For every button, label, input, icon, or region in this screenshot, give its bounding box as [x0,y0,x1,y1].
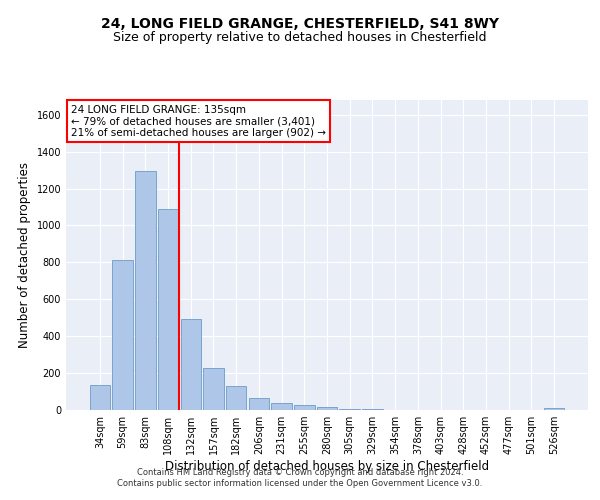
Bar [544,408,564,410]
Bar [135,171,155,410]
Bar [158,209,178,410]
Text: Size of property relative to detached houses in Chesterfield: Size of property relative to detached ho… [113,31,487,44]
Bar [362,408,383,410]
Bar [226,386,247,410]
Bar [294,405,314,410]
Bar [112,260,133,410]
Text: 24 LONG FIELD GRANGE: 135sqm
← 79% of detached houses are smaller (3,401)
21% of: 24 LONG FIELD GRANGE: 135sqm ← 79% of de… [71,104,326,138]
Bar [203,368,224,410]
Y-axis label: Number of detached properties: Number of detached properties [18,162,31,348]
Bar [248,398,269,410]
Bar [181,318,201,410]
Text: Contains HM Land Registry data © Crown copyright and database right 2024.
Contai: Contains HM Land Registry data © Crown c… [118,468,482,487]
Bar [271,403,292,410]
Text: 24, LONG FIELD GRANGE, CHESTERFIELD, S41 8WY: 24, LONG FIELD GRANGE, CHESTERFIELD, S41… [101,18,499,32]
X-axis label: Distribution of detached houses by size in Chesterfield: Distribution of detached houses by size … [165,460,489,473]
Bar [90,385,110,410]
Bar [340,408,360,410]
Bar [317,407,337,410]
